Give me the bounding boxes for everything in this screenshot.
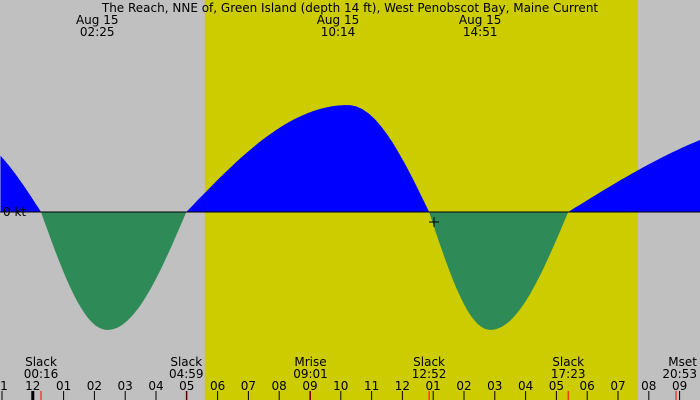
zero-label: 0 kt [3, 205, 26, 219]
top-event-time: 02:25 [80, 25, 115, 39]
hour-tick-label: 08 [272, 379, 287, 393]
hour-tick-label: 12 [395, 379, 410, 393]
ebb-area [429, 212, 569, 330]
hour-tick-label: 09 [672, 379, 687, 393]
hour-tick-label: .1 [0, 379, 8, 393]
bottom-event-time: 04:59 [169, 367, 204, 381]
hour-axis: .1 12 01 02 03 04 05 06 07 08 09 10 11 12 01 02 03 04 05 06… [0, 379, 687, 400]
bottom-event-label: Slack [552, 355, 584, 369]
hour-tick-label: 03 [118, 379, 133, 393]
top-event-time: 14:51 [463, 25, 498, 39]
hour-tick-label: 01 [56, 379, 71, 393]
hour-tick-label: 02 [87, 379, 102, 393]
top-event-time: 10:14 [321, 25, 356, 39]
bottom-event-time: 00:16 [24, 367, 59, 381]
current-curves [0, 105, 700, 330]
current-marker [429, 217, 439, 227]
hour-tick-label: 03 [487, 379, 502, 393]
flood-area [0, 155, 41, 212]
hour-tick-label: 01 [426, 379, 441, 393]
hour-tick-label: 11 [364, 379, 379, 393]
bottom-events: Slack00:16Slack04:59Mrise09:01Slack12:52… [24, 355, 697, 400]
bottom-event-time: 12:52 [412, 367, 447, 381]
hour-tick-label: 06 [580, 379, 595, 393]
hour-tick-label: 04 [518, 379, 533, 393]
ebb-area [41, 212, 187, 330]
bottom-event-label: Mset [668, 355, 697, 369]
hour-tick-label: 10 [333, 379, 348, 393]
hour-tick-label: 04 [148, 379, 163, 393]
hour-tick-label: 07 [241, 379, 256, 393]
flood-area [186, 105, 430, 212]
flood-area [568, 140, 700, 212]
hour-tick-label: 05 [179, 379, 194, 393]
hour-tick-label: 06 [210, 379, 225, 393]
bottom-event-label: Slack [413, 355, 445, 369]
bottom-event-time: 20:53 [662, 367, 697, 381]
bottom-event-time: 17:23 [551, 367, 586, 381]
hour-tick-label: 02 [456, 379, 471, 393]
top-event-date: Aug 15 [76, 13, 119, 27]
hour-tick-label: 12 [25, 379, 40, 393]
top-event-date: Aug 15 [317, 13, 360, 27]
bottom-event-label: Slack [170, 355, 202, 369]
bottom-event-time: 09:01 [293, 367, 328, 381]
bottom-event-label: Slack [25, 355, 57, 369]
hour-tick-label: 09 [302, 379, 317, 393]
top-event-date: Aug 15 [459, 13, 502, 27]
bottom-event-label: Mrise [294, 355, 326, 369]
chart-title: The Reach, NNE of, Green Island (depth 1… [101, 1, 599, 15]
hour-tick-label: 08 [641, 379, 656, 393]
hour-tick-label: 07 [610, 379, 625, 393]
hour-tick-label: 05 [549, 379, 564, 393]
